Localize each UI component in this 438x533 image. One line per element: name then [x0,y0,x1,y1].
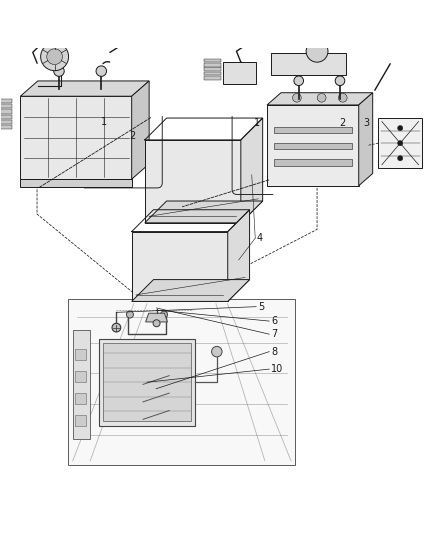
Bar [204,76,221,79]
Polygon shape [228,210,250,302]
Text: 8: 8 [272,346,278,357]
Text: 1: 1 [101,117,107,126]
Bar [274,143,352,149]
Circle shape [41,43,69,71]
Bar [272,53,346,75]
Bar [223,62,256,84]
Text: 2: 2 [339,118,345,128]
Bar [204,63,221,67]
Bar [274,159,352,166]
Text: 4: 4 [256,233,262,243]
Text: 3: 3 [363,118,369,128]
Polygon shape [267,93,373,105]
Text: 7: 7 [272,329,278,339]
Bar [204,67,221,71]
Polygon shape [146,313,167,322]
Polygon shape [145,201,263,223]
Circle shape [306,41,328,62]
Circle shape [127,311,134,318]
Text: 10: 10 [272,364,284,374]
Circle shape [398,125,403,131]
Text: 2: 2 [130,131,136,141]
Polygon shape [132,280,250,302]
Polygon shape [267,105,359,185]
Polygon shape [132,81,149,179]
Bar [0,120,12,124]
Polygon shape [20,96,132,179]
Polygon shape [132,231,228,302]
Circle shape [212,346,222,357]
Bar [0,125,12,130]
Circle shape [112,323,121,332]
Text: 6: 6 [272,316,278,326]
Circle shape [398,141,403,146]
Polygon shape [241,118,263,223]
Circle shape [47,49,63,64]
Bar [75,415,86,426]
Bar [103,343,191,422]
Bar [68,299,295,465]
Text: 5: 5 [258,302,265,312]
Bar [0,104,12,108]
Bar [75,350,86,360]
Circle shape [96,66,106,76]
Bar [99,338,195,426]
Circle shape [54,66,64,76]
Bar [0,99,12,103]
Bar [73,330,90,439]
Bar [0,109,12,114]
Circle shape [293,93,301,102]
Polygon shape [145,140,241,223]
Circle shape [153,320,160,327]
Polygon shape [20,81,149,96]
Bar [204,59,221,62]
Text: 1: 1 [254,118,260,128]
Polygon shape [20,179,132,187]
Bar [274,127,352,133]
Bar [75,393,86,404]
Circle shape [317,93,326,102]
Bar [75,372,86,382]
Bar [204,72,221,75]
Polygon shape [359,93,373,185]
Circle shape [339,93,347,102]
Circle shape [335,76,345,86]
Bar [0,115,12,119]
Circle shape [160,311,167,318]
Circle shape [294,76,304,86]
Circle shape [398,156,403,161]
Bar [378,118,422,168]
